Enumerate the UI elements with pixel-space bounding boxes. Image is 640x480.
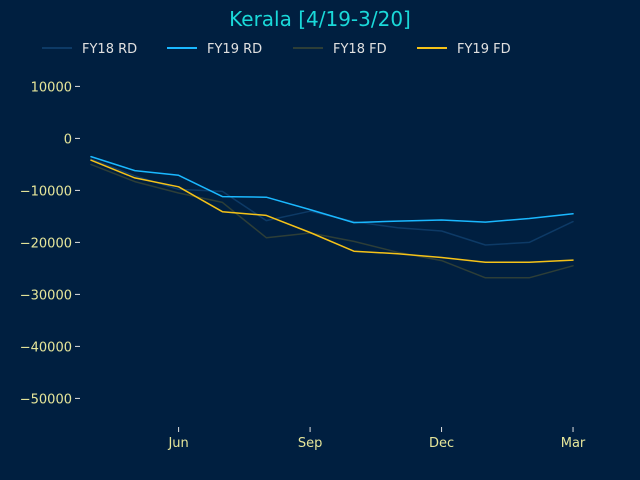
y-tick-label: −30000 (20, 288, 72, 303)
y-axis: 10000 0 −10000 −20000 −30000 −40000 −50000 (20, 80, 80, 407)
y-tick-label: 0 (64, 132, 72, 147)
legend-label: FY18 RD (82, 42, 137, 57)
x-tick-label: Jun (167, 436, 188, 451)
legend-label: FY18 FD (333, 42, 387, 57)
x-axis: Jun Sep Dec Mar (167, 427, 586, 451)
series-line-fy18-fd (90, 163, 574, 279)
series-line-fy18-rd (90, 158, 574, 246)
x-tick-label: Mar (561, 436, 586, 451)
y-tick-label: −10000 (20, 184, 72, 199)
y-tick-label: 10000 (31, 80, 72, 95)
series-group (90, 155, 574, 279)
y-tick-label: −20000 (20, 236, 72, 251)
y-tick-label: −50000 (20, 392, 72, 407)
y-tick-label: −40000 (20, 340, 72, 355)
series-line-fy19-rd (90, 155, 574, 224)
series-line-fy19-fd (90, 159, 574, 263)
legend-label: FY19 FD (457, 42, 511, 57)
chart-title: Kerala [4/19-3/20] (229, 7, 411, 31)
legend-label: FY19 RD (207, 42, 262, 57)
x-tick-label: Dec (429, 436, 454, 451)
legend: FY18 RD FY19 RD FY18 FD FY19 FD (42, 42, 511, 57)
x-tick-label: Sep (298, 436, 323, 451)
